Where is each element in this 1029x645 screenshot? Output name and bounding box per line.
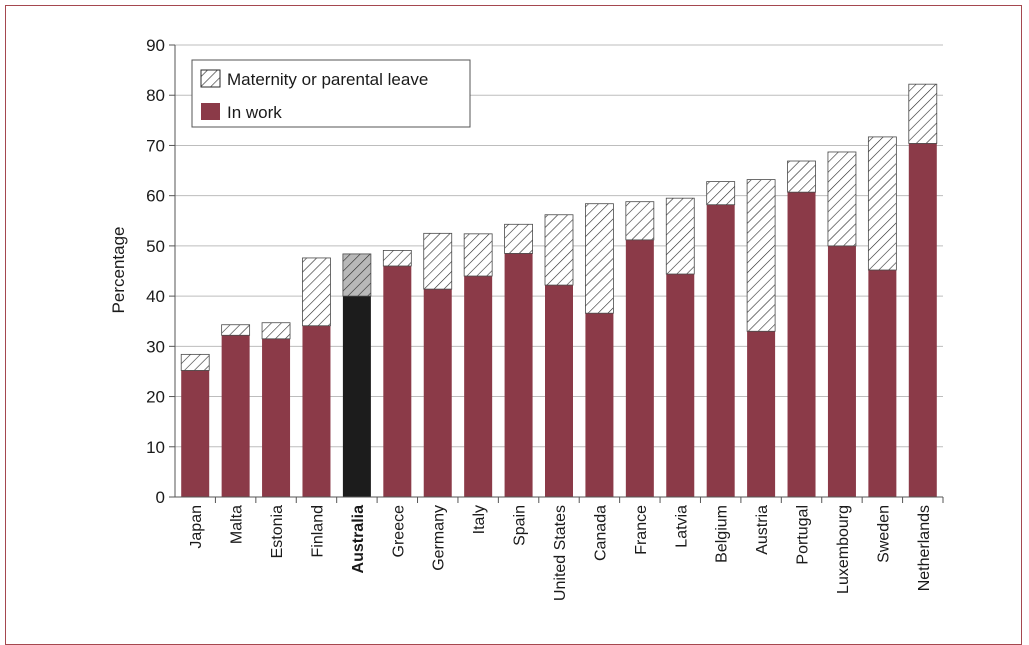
y-axis-title: Percentage xyxy=(109,227,128,314)
x-tick-label: Austria xyxy=(754,505,771,555)
legend-label-in-work: In work xyxy=(227,103,282,122)
x-tick-label: Malta xyxy=(229,505,246,544)
x-tick-label: Estonia xyxy=(269,505,286,558)
legend: Maternity or parental leave In work xyxy=(191,59,471,128)
y-tick-label: 80 xyxy=(146,86,165,105)
bar-in-work xyxy=(706,204,735,497)
x-tick-label: Sweden xyxy=(875,505,892,563)
y-tick-label: 0 xyxy=(156,488,165,507)
legend-label-leave: Maternity or parental leave xyxy=(227,70,428,89)
y-tick-label: 20 xyxy=(146,388,165,407)
bar-parental-leave xyxy=(463,233,493,277)
x-tick-label: Spain xyxy=(512,505,529,546)
x-tick-label: Finland xyxy=(309,505,326,557)
bar-in-work xyxy=(464,276,493,497)
bar-parental-leave xyxy=(908,83,938,144)
bar-parental-leave xyxy=(544,214,574,286)
y-tick-label: 90 xyxy=(146,36,165,55)
bar-in-work xyxy=(827,245,856,497)
bar-parental-leave xyxy=(746,179,776,332)
bar-in-work xyxy=(666,274,695,497)
bar-in-work xyxy=(302,325,331,497)
legend-swatch-leave xyxy=(200,69,221,88)
x-tick-label: France xyxy=(633,505,650,555)
y-tick-label: 50 xyxy=(146,237,165,256)
bar-parental-leave xyxy=(665,197,695,275)
x-tick-label: Latvia xyxy=(673,505,690,548)
x-tick-label: Italy xyxy=(471,505,488,534)
x-tick-label: Portugal xyxy=(795,505,812,565)
x-tick-label: Greece xyxy=(390,505,407,558)
bar-in-work xyxy=(423,289,452,497)
bar-parental-leave xyxy=(180,353,210,371)
bar-in-work xyxy=(908,143,937,498)
legend-swatch-in-work xyxy=(201,103,220,120)
bar-parental-leave xyxy=(342,253,372,297)
bar-parental-leave xyxy=(706,181,736,206)
bar-parental-leave xyxy=(585,203,614,314)
bar-parental-leave xyxy=(827,151,857,247)
legend-box xyxy=(191,59,471,128)
x-tick-label: Germany xyxy=(431,505,448,571)
bar-in-work xyxy=(545,285,573,497)
bar-in-work xyxy=(787,192,816,497)
bar-parental-leave xyxy=(221,324,251,336)
bar-parental-leave xyxy=(867,136,897,271)
bar-parental-leave xyxy=(423,232,453,290)
bars xyxy=(180,83,938,498)
bar-in-work xyxy=(747,331,776,497)
bar-parental-leave xyxy=(382,250,412,267)
bar-in-work xyxy=(342,296,371,497)
bar-parental-leave xyxy=(302,257,331,327)
x-tick-label: Australia xyxy=(350,505,367,574)
x-tick-labels: Japan Malta Estonia Finland Australia Greece G… xyxy=(188,505,933,601)
y-tick-label: 40 xyxy=(146,287,165,306)
x-tick-label: Luxembourg xyxy=(835,505,852,594)
x-tick-label: Canada xyxy=(592,505,609,561)
y-tick-label: 30 xyxy=(146,337,165,356)
bar-in-work xyxy=(585,313,614,497)
bar-parental-leave xyxy=(261,322,291,340)
bar-in-work xyxy=(625,239,654,497)
bar-in-work xyxy=(504,253,533,497)
x-tick-label: Japan xyxy=(188,505,205,549)
x-tick-label: Netherlands xyxy=(916,505,933,591)
bar-parental-leave xyxy=(625,201,655,241)
y-tick-label: 10 xyxy=(146,438,165,457)
y-tick-label: 60 xyxy=(146,187,165,206)
bar-in-work xyxy=(868,269,897,497)
bar-in-work xyxy=(383,265,412,497)
y-tick-label: 70 xyxy=(146,136,165,155)
axes xyxy=(169,44,944,503)
bar-in-work xyxy=(221,335,250,497)
x-tick-label: United States xyxy=(552,505,569,601)
y-tick-labels: 0 10 20 30 40 50 60 70 80 90 xyxy=(146,36,165,507)
bar-in-work xyxy=(262,338,291,497)
x-tick-label: Belgium xyxy=(714,505,731,563)
bar-parental-leave xyxy=(504,223,533,254)
bar-in-work xyxy=(181,370,210,497)
bar-parental-leave xyxy=(787,160,816,193)
